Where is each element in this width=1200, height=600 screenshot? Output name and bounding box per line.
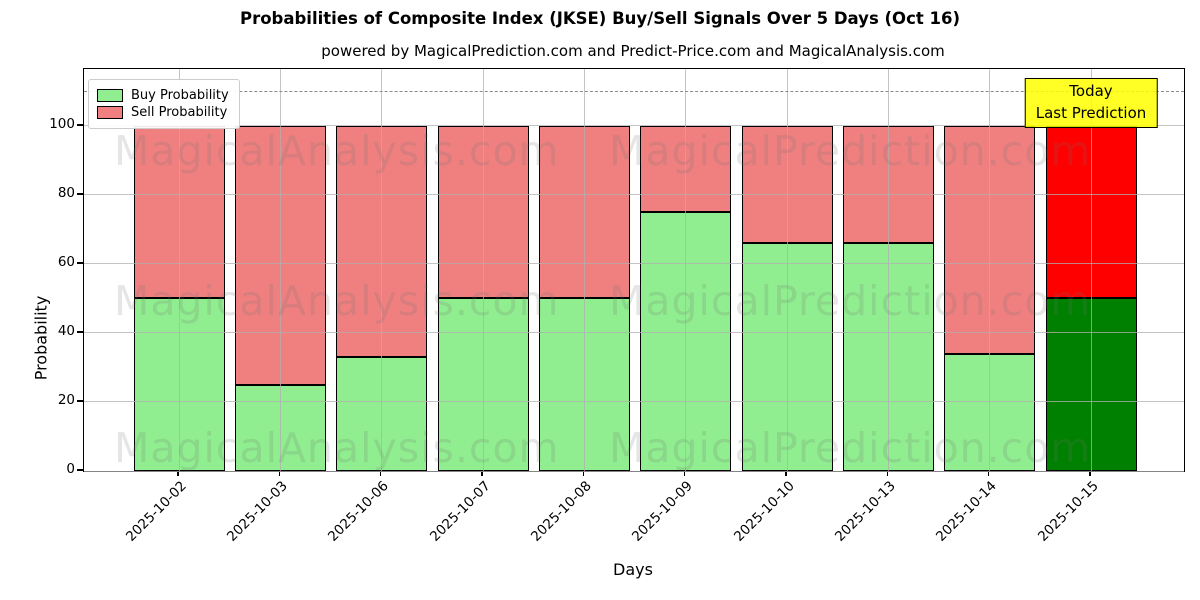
x-tick-mark	[886, 470, 888, 476]
watermark-text: MagicalAnalysis.com	[114, 424, 560, 472]
y-tick-label: 0	[66, 461, 75, 477]
watermark-text: MagicalPrediction.com	[609, 277, 1092, 325]
x-tick-mark	[380, 470, 382, 476]
x-gridline	[685, 69, 687, 471]
x-tick-mark	[481, 470, 483, 476]
watermark-text: MagicalPrediction.com	[609, 127, 1092, 175]
x-tick-mark	[785, 470, 787, 476]
sell-swatch-icon	[97, 106, 123, 119]
y-gridline	[84, 194, 1184, 196]
chart-subtitle: powered by MagicalPrediction.com and Pre…	[321, 42, 945, 60]
y-tick-mark	[77, 193, 83, 195]
legend-item-buy: Buy Probability	[97, 88, 229, 103]
y-gridline	[84, 470, 1184, 472]
legend: Buy Probability Sell Probability	[88, 79, 240, 129]
plot-area: Buy Probability Sell Probability Today L…	[32, 68, 1185, 472]
today-annotation-line1: Today	[1069, 82, 1113, 100]
x-tick-label: 2025-10-10	[730, 478, 798, 545]
y-tick-label: 60	[57, 253, 75, 270]
x-gridline	[178, 69, 180, 471]
x-tick-mark	[684, 470, 686, 476]
x-axis-title: Days	[613, 560, 653, 579]
y-tick-mark	[77, 124, 83, 126]
legend-label-buy: Buy Probability	[131, 88, 229, 103]
y-tick-label: 80	[57, 184, 75, 201]
chart-title: Probabilities of Composite Index (JKSE) …	[239, 9, 960, 28]
watermark-text: MagicalAnalysis.com	[114, 127, 560, 175]
y-gridline	[84, 263, 1184, 265]
x-tick-label: 2025-10-13	[831, 478, 899, 545]
x-tick-mark	[1089, 470, 1091, 476]
x-tick-mark	[177, 470, 179, 476]
x-gridline	[583, 69, 585, 471]
x-tick-mark	[988, 470, 990, 476]
x-tick-mark	[582, 470, 584, 476]
y-tick-label: 100	[49, 115, 75, 132]
y-tick-mark	[77, 331, 83, 333]
y-gridline	[84, 401, 1184, 403]
dashed-reference-line	[84, 91, 1184, 93]
x-tick-mark	[278, 470, 280, 476]
x-gridline	[786, 69, 788, 471]
y-tick-mark	[77, 400, 83, 402]
y-tick-label: 20	[57, 391, 75, 408]
watermark-text: MagicalAnalysis.com	[114, 277, 560, 325]
x-gridline	[1090, 69, 1092, 471]
x-tick-label: 2025-10-14	[933, 478, 1000, 545]
x-gridline	[279, 69, 281, 471]
legend-label-sell: Sell Probability	[131, 105, 228, 120]
y-tick-mark	[77, 469, 83, 471]
x-tick-label: 2025-10-06	[325, 478, 392, 545]
x-tick-label: 2025-10-08	[527, 478, 595, 545]
watermark-text: MagicalPrediction.com	[609, 424, 1092, 472]
x-tick-label: 2025-10-15	[1034, 478, 1102, 545]
x-gridline	[482, 69, 484, 471]
x-gridline	[887, 69, 889, 471]
x-tick-label: 2025-10-03	[223, 478, 291, 545]
x-gridline	[989, 69, 991, 471]
today-annotation-line2: Last Prediction	[1035, 103, 1147, 122]
y-gridline	[84, 332, 1184, 334]
legend-item-sell: Sell Probability	[97, 105, 229, 120]
buy-swatch-icon	[97, 89, 123, 102]
y-tick-label: 40	[57, 322, 75, 339]
x-tick-label: 2025-10-02	[122, 478, 190, 545]
today-annotation: Today Last Prediction	[1024, 78, 1158, 128]
y-gridline	[84, 125, 1184, 127]
x-tick-label: 2025-10-09	[629, 478, 696, 545]
x-tick-label: 2025-10-07	[426, 478, 494, 545]
x-gridline	[381, 69, 383, 471]
y-tick-mark	[77, 262, 83, 264]
